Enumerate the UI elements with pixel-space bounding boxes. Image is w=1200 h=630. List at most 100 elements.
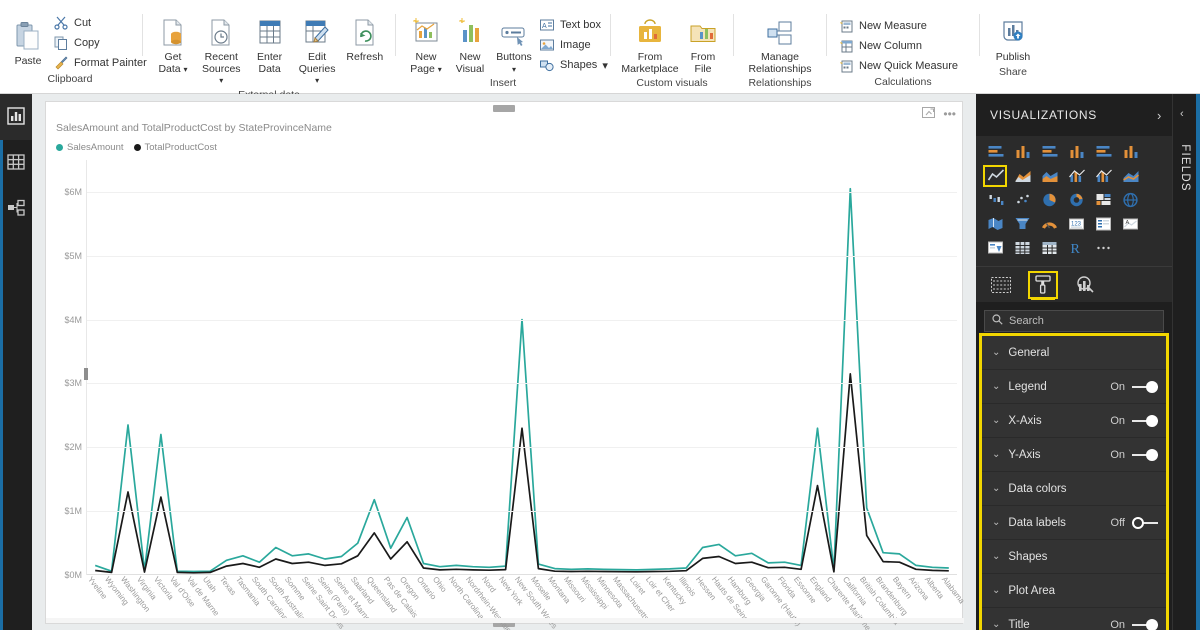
buttons-label: Buttons ▾ <box>496 51 532 74</box>
format-pane-icon[interactable] <box>1028 271 1058 300</box>
viz-type-stacked-area-chart[interactable] <box>1038 166 1060 186</box>
shapes-button[interactable]: Shapes ▾ <box>536 55 614 75</box>
line-chart-visual[interactable]: ••• SalesAmount and TotalProductCost by … <box>45 101 966 630</box>
series-line-salesamount <box>94 187 949 573</box>
viz-type-filled-map[interactable] <box>984 214 1006 234</box>
chevron-left-icon[interactable]: ‹ <box>1180 108 1184 120</box>
viz-type-stacked-bar-chart[interactable] <box>984 142 1006 162</box>
y-axis-scroll-marker <box>84 368 88 380</box>
viz-type-clustered-bar-chart[interactable] <box>1038 142 1060 162</box>
toggle-switch-title[interactable] <box>1132 618 1158 630</box>
x-axis-labels: Yveline Wyoming Washington Virginia Victoria… <box>86 575 966 630</box>
chevron-down-icon[interactable]: ⌄ <box>992 449 1001 460</box>
viz-type-waterfall-chart[interactable] <box>984 190 1006 210</box>
viz-type-clustered-column-chart[interactable] <box>1065 142 1087 162</box>
format-section-legend[interactable]: ⌄ Legend On <box>982 370 1166 404</box>
get-data-icon <box>160 14 186 52</box>
text-box-button[interactable]: A Text box <box>536 15 614 35</box>
format-section-title[interactable]: ⌄ Title On <box>982 608 1166 630</box>
sidebar-item-data-view[interactable] <box>0 140 32 186</box>
chevron-down-icon[interactable]: ⌄ <box>992 415 1001 426</box>
new-column-button[interactable]: New Column <box>835 36 964 56</box>
chevron-down-icon[interactable]: ⌄ <box>992 551 1001 562</box>
viz-type-kpi[interactable]: A <box>1119 214 1141 234</box>
analytics-pane-icon[interactable] <box>1072 273 1098 297</box>
fields-pane-icon[interactable] <box>988 273 1014 297</box>
viz-type-treemap[interactable] <box>1092 190 1114 210</box>
publish-button[interactable]: Publish <box>991 12 1035 66</box>
format-search-box[interactable]: Search <box>984 310 1164 332</box>
image-button[interactable]: Image <box>536 35 614 55</box>
chevron-down-icon[interactable]: ⌄ <box>992 381 1001 392</box>
viz-type-funnel-chart[interactable] <box>1011 214 1033 234</box>
viz-type-table[interactable] <box>1011 238 1033 258</box>
format-section-x-axis[interactable]: ⌄ X-Axis On <box>982 404 1166 438</box>
edit-queries-button[interactable]: Edit Queries ▾ <box>292 12 343 89</box>
viz-type-r-script-visual[interactable]: R <box>1065 238 1087 258</box>
viz-type-more-visuals[interactable] <box>1092 238 1114 258</box>
format-section-data-labels[interactable]: ⌄ Data labels Off <box>982 506 1166 540</box>
format-section-y-axis[interactable]: ⌄ Y-Axis On <box>982 438 1166 472</box>
viz-type-line-chart[interactable] <box>983 165 1007 187</box>
format-section-plot-area[interactable]: ⌄ Plot Area <box>982 574 1166 608</box>
format-section-general[interactable]: ⌄ General <box>982 336 1166 370</box>
manage-relationships-button[interactable]: Manage Relationships <box>743 12 816 77</box>
toggle-switch-data-labels[interactable] <box>1132 516 1158 529</box>
format-section-shapes[interactable]: ⌄ Shapes <box>982 540 1166 574</box>
more-options-icon[interactable]: ••• <box>943 106 956 121</box>
chevron-right-icon[interactable]: › <box>1156 107 1162 123</box>
viz-type-area-chart[interactable] <box>1011 166 1033 186</box>
from-marketplace-button[interactable]: From Marketplace <box>619 12 681 77</box>
viz-type-stacked-column-chart[interactable] <box>1011 142 1033 162</box>
enter-data-button[interactable]: Enter Data <box>248 12 292 77</box>
new-visual-button[interactable]: New Visual <box>448 12 492 77</box>
viz-type-scatter-chart[interactable] <box>1011 190 1033 210</box>
viz-type-card[interactable]: 123 <box>1065 214 1087 234</box>
toggle-switch-y-axis[interactable] <box>1132 448 1158 461</box>
refresh-button[interactable]: Refresh <box>343 12 387 66</box>
legend-item-totalproductcost[interactable]: TotalProductCost <box>133 142 217 153</box>
viz-type-map[interactable] <box>1119 190 1141 210</box>
toggle-switch-x-axis[interactable] <box>1132 414 1158 427</box>
viz-type-gauge-chart[interactable] <box>1038 214 1060 234</box>
sidebar-item-report-view[interactable] <box>0 94 32 140</box>
legend-item-salesamount[interactable]: SalesAmount <box>56 142 124 153</box>
viz-type-line-stacked-column-chart[interactable] <box>1065 166 1087 186</box>
from-file-button[interactable]: From File <box>681 12 725 77</box>
new-quick-measure-button[interactable]: New Quick Measure <box>835 56 964 76</box>
resize-handle-top[interactable] <box>493 105 515 112</box>
copy-button[interactable]: Copy <box>50 33 153 53</box>
viz-type-slicer[interactable] <box>984 238 1006 258</box>
chevron-down-icon[interactable]: ⌄ <box>992 483 1001 494</box>
buttons-button[interactable]: Buttons ▾ <box>492 12 536 77</box>
new-page-button[interactable]: New Page ▾ <box>404 12 448 77</box>
resize-handle-bottom[interactable] <box>493 620 515 627</box>
viz-type-100-stacked-bar-chart[interactable] <box>1092 142 1114 162</box>
toggle-switch-legend[interactable] <box>1132 380 1158 393</box>
viz-type-multi-row-card[interactable] <box>1092 214 1114 234</box>
viz-type-line-clustered-column-chart[interactable] <box>1092 166 1114 186</box>
report-canvas[interactable]: ••• SalesAmount and TotalProductCost by … <box>32 94 976 630</box>
viz-type-100-stacked-column-chart[interactable] <box>1119 142 1141 162</box>
recent-sources-button[interactable]: Recent Sources ▾ <box>195 12 248 89</box>
chevron-down-icon[interactable]: ⌄ <box>992 619 1001 630</box>
chevron-down-icon[interactable]: ⌄ <box>992 347 1001 358</box>
format-section-data-colors[interactable]: ⌄ Data colors <box>982 472 1166 506</box>
viz-type-donut-chart[interactable] <box>1065 190 1087 210</box>
format-painter-button[interactable]: Format Painter <box>50 53 153 73</box>
search-input[interactable]: Search <box>1009 315 1044 327</box>
viz-type-pie-chart[interactable] <box>1038 190 1060 210</box>
new-measure-button[interactable]: New Measure <box>835 16 964 36</box>
get-data-button[interactable]: Get Data ▾ <box>151 12 195 77</box>
chevron-down-icon[interactable]: ⌄ <box>992 585 1001 596</box>
chevron-down-icon[interactable]: ⌄ <box>992 517 1001 528</box>
cut-button[interactable]: Cut <box>50 13 153 33</box>
sidebar-item-model-view[interactable] <box>0 186 32 232</box>
horizontal-scrollbar[interactable] <box>46 618 964 623</box>
clipboard-icon <box>15 18 41 56</box>
paste-button[interactable]: Paste <box>6 12 50 70</box>
fields-pane-collapsed[interactable]: ‹ FIELDS <box>1172 94 1196 630</box>
viz-type-matrix[interactable] <box>1038 238 1060 258</box>
viz-type-ribbon-chart[interactable] <box>1119 166 1141 186</box>
focus-mode-icon[interactable] <box>922 106 936 121</box>
